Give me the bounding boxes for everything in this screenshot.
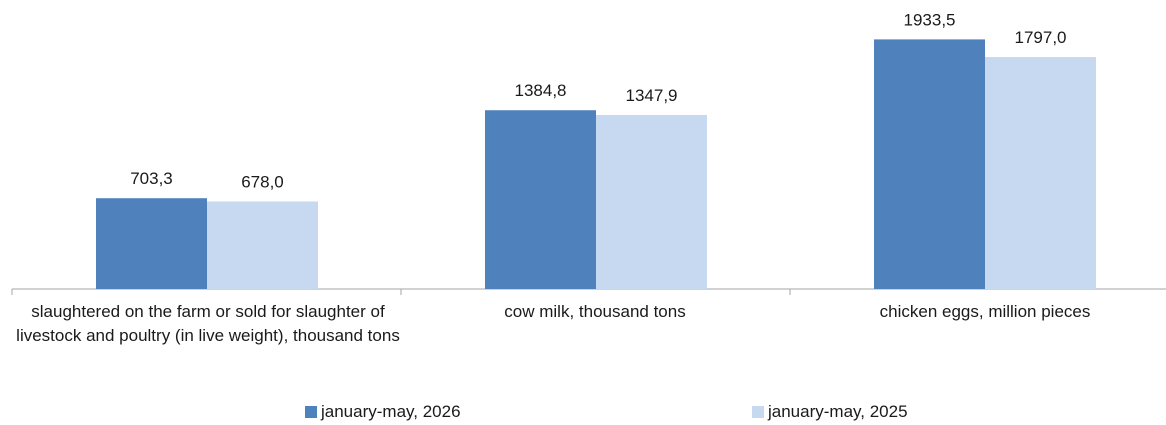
bar-2026-1 bbox=[96, 198, 207, 289]
bar-2025-2 bbox=[596, 114, 707, 289]
data-label-2025-3: 1797,0 bbox=[1015, 28, 1067, 47]
category-label-1: slaughtered on the farm or sold for slau… bbox=[16, 302, 400, 345]
category-label-2: cow milk, thousand tons bbox=[504, 302, 686, 321]
data-label-2026-2: 1384,8 bbox=[515, 81, 567, 100]
bar-2025-3 bbox=[985, 57, 1096, 289]
data-label-2026-3: 1933,5 bbox=[904, 10, 956, 29]
legend-item-2025: january-may, 2025 bbox=[752, 402, 908, 422]
legend-label-2026: january-may, 2026 bbox=[321, 402, 461, 421]
bar-2026-2 bbox=[485, 110, 596, 289]
bar-chart: 703,3 1384,8 1933,5 678,0 1347,9 1797,0 bbox=[11, 10, 1166, 295]
legend-item-2026: january-may, 2026 bbox=[305, 402, 461, 422]
data-label-2025-2: 1347,9 bbox=[626, 86, 678, 105]
legend-label-2025: january-may, 2025 bbox=[768, 402, 908, 421]
bar-2026-3 bbox=[874, 39, 985, 290]
data-label-2025-1: 678,0 bbox=[241, 172, 284, 191]
category-label-3: chicken eggs, million pieces bbox=[879, 302, 1091, 321]
legend: january-may, 2026 january-may, 2025 bbox=[0, 402, 1166, 424]
legend-swatch-2026 bbox=[305, 406, 317, 418]
bar-2025-1 bbox=[207, 201, 318, 289]
data-label-2026-1: 703,3 bbox=[130, 169, 173, 188]
legend-swatch-2025 bbox=[752, 406, 764, 418]
